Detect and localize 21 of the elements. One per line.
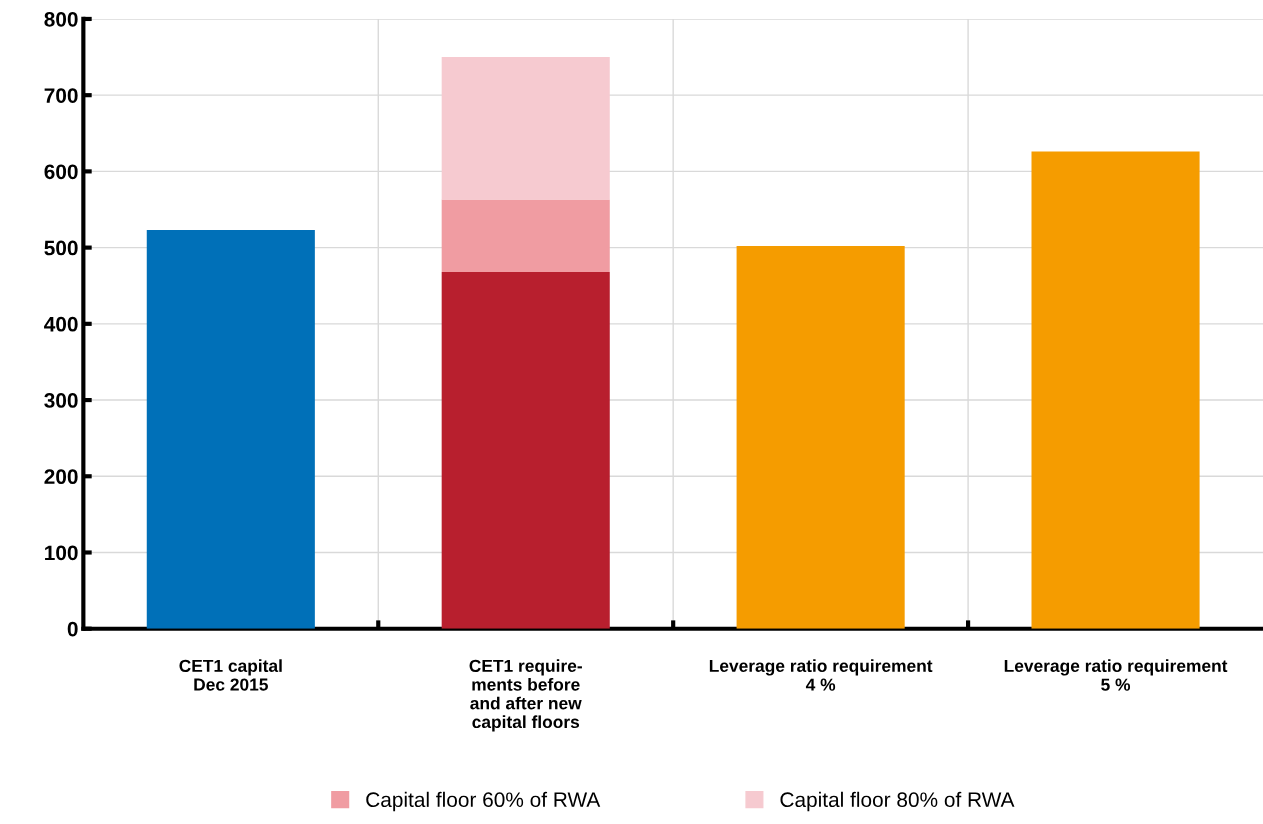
bar [736,246,905,629]
bar [1031,151,1200,629]
legend-label: Capital floor 80% of RWA [780,791,1015,812]
y-tick-label: 600 [44,164,78,180]
y-tick-label: 400 [44,316,78,332]
x-tick-label: Leverage ratio requirement 5 % [1004,659,1228,691]
y-tick-label: 500 [44,240,78,256]
x-tick-label: Leverage ratio requirement 4 % [709,659,933,691]
y-tick-label: 800 [44,11,78,27]
legend-label: Capital floor 60% of RWA [366,791,601,812]
y-tick-label: 200 [44,469,78,485]
x-tick-label: CET1 capital Dec 2015 [179,659,282,691]
bar [441,199,610,272]
x-tick-label: CET1 require- ments before and after new capital floors [469,659,582,732]
bar [441,272,610,629]
y-tick-label: 100 [45,545,78,561]
y-tick-label: 300 [44,393,78,408]
bar [441,57,610,200]
y-tick-label: 0 [67,621,78,637]
y-tick-label: 700 [44,88,78,103]
bar [146,230,315,629]
